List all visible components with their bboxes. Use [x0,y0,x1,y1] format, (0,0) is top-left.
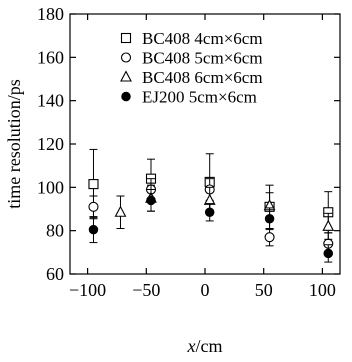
y-tick-label: 80 [46,221,64,241]
data-point-filled-circle [88,224,99,235]
x-axis-label: x/cm [187,336,223,356]
y-tick-label: 180 [37,4,64,24]
y-tick-label: 120 [37,134,64,154]
x-tick-label: 50 [255,280,273,300]
x-tick-label: 100 [309,280,336,300]
x-tick-label: −100 [69,280,106,300]
x-tick-label: −50 [132,280,160,300]
data-point-open-circle [264,232,275,243]
data-point-filled-circle [121,91,131,102]
data-point-filled-circle [323,248,334,259]
legend-item: EJ200 5cm×6cm [121,88,257,107]
legend-label: BC408 4cm×6cm [142,29,263,48]
legend-item: BC408 4cm×6cm [120,29,263,48]
y-axis-label: time resolution/ps [4,79,24,209]
y-tick-label: 160 [37,47,64,67]
y-tick-label: 100 [37,177,64,197]
x-axis: −100 −50 0 50 100 [69,14,336,300]
legend-item: BC408 5cm×6cm [120,49,263,68]
data-point-filled-circle [264,214,275,224]
data-point-open-circle [88,201,99,212]
legend-label: EJ200 5cm×6cm [142,88,257,107]
data-point-triangle [322,219,335,231]
data-point-triangle [120,70,132,82]
data-point-triangle [114,205,127,217]
legend-item: BC408 6cm×6cm [120,68,263,87]
y-axis: 60 80 100 120 140 160 180 [37,4,340,284]
data-point-triangle [203,193,216,205]
data-point-open-circle [120,52,132,63]
legend-label: BC408 5cm×6cm [142,49,263,68]
data-point-filled-circle [204,207,215,218]
y-tick-label: 60 [46,264,64,284]
data-point-filled-circle [146,195,156,206]
y-tick-label: 140 [37,91,64,111]
data-point-square [120,32,132,44]
legend-label: BC408 6cm×6cm [142,68,263,87]
series-layer [88,148,335,263]
data-point-square [88,179,99,190]
series [88,189,334,263]
x-tick-label: 0 [201,280,210,300]
